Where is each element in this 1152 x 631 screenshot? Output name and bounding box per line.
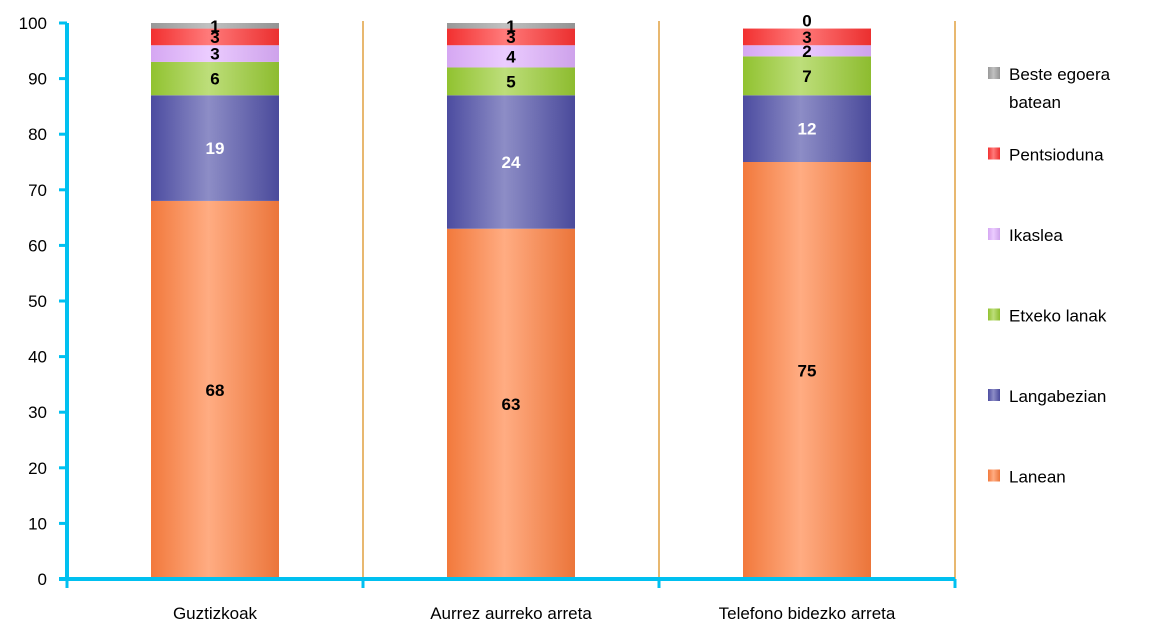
bar-ikaslea-aurrez-aurreko-arreta [447, 45, 575, 68]
data-label-langabezian-aurrez-aurreko-arreta: 24 [502, 153, 521, 172]
bar-etxeko-lanak-telefono-bidezko-arreta [743, 56, 871, 96]
legend-label-ikaslea: Ikaslea [1009, 226, 1063, 245]
bar-pentsioduna-guztizkoak [151, 28, 279, 46]
data-label-ikaslea-aurrez-aurreko-arreta: 4 [506, 47, 516, 66]
y-tick-label: 50 [28, 292, 47, 311]
bar-lanean-aurrez-aurreko-arreta [447, 228, 575, 579]
data-label-langabezian-telefono-bidezko-arreta: 12 [798, 120, 817, 139]
bar-etxeko-lanak-aurrez-aurreko-arreta [447, 67, 575, 96]
bar-langabezian-telefono-bidezko-arreta [743, 95, 871, 162]
legend-swatch-etxeko-lanak [988, 308, 1000, 321]
legend-swatch-langabezian [988, 389, 1000, 401]
y-tick-label: 80 [28, 125, 47, 144]
bar-ikaslea-guztizkoak [151, 45, 279, 62]
data-label-lanean-aurrez-aurreko-arreta: 63 [502, 395, 521, 414]
data-label-beste-egoera-batean-aurrez-aurreko-arreta: 1 [506, 17, 515, 36]
y-tick-label: 20 [28, 459, 47, 478]
y-tick-label: 30 [28, 403, 47, 422]
data-label-pentsioduna-telefono-bidezko-arreta: 3 [802, 28, 811, 47]
data-label-langabezian-guztizkoak: 19 [206, 139, 225, 158]
y-tick-label: 10 [28, 514, 47, 533]
bar-ikaslea-telefono-bidezko-arreta [743, 45, 871, 57]
x-tick-label-telefono-bidezko-arreta: Telefono bidezko arreta [719, 604, 896, 623]
y-tick-label: 100 [19, 14, 47, 33]
bar-lanean-telefono-bidezko-arreta [743, 162, 871, 579]
data-label-lanean-guztizkoak: 68 [206, 381, 225, 400]
data-label-pentsioduna-aurrez-aurreko-arreta: 3 [506, 28, 515, 47]
bar-langabezian-guztizkoak [151, 95, 279, 201]
bar-lanean-guztizkoak [151, 200, 279, 580]
legend-swatch-beste-egoera-batean [988, 67, 1000, 79]
data-label-etxeko-lanak-telefono-bidezko-arreta: 7 [802, 67, 811, 86]
x-tick-label-aurrez-aurreko-arreta: Aurrez aurreko arreta [430, 604, 592, 623]
y-tick-label: 90 [28, 70, 47, 89]
data-label-lanean-telefono-bidezko-arreta: 75 [798, 362, 817, 381]
data-label-ikaslea-telefono-bidezko-arreta: 2 [802, 42, 811, 61]
legend-swatch-pentsioduna [988, 147, 1000, 160]
legend: Beste egoera batean Pentsioduna Ikaslea Etxe… [988, 65, 1111, 487]
data-label-beste-egoera-batean-telefono-bidezko-arreta: 0 [802, 12, 811, 31]
data-label-beste-egoera-batean-guztizkoak: 1 [210, 17, 219, 36]
legend-label-pentsioduna: Pentsioduna [1009, 146, 1104, 165]
bar-pentsioduna-aurrez-aurreko-arreta [447, 28, 575, 46]
legend-label-beste-egoera-batean: Beste egoera batean [1009, 65, 1111, 112]
legend-label-etxeko-lanak: Etxeko lanak [1009, 307, 1107, 326]
data-label-etxeko-lanak-guztizkoak: 6 [210, 70, 219, 89]
bar-etxeko-lanak-guztizkoak [151, 61, 279, 96]
data-label-ikaslea-guztizkoak: 3 [210, 45, 219, 64]
category-separators [362, 21, 956, 579]
legend-swatch-lanean [988, 469, 1000, 482]
y-tick-label: 60 [28, 236, 47, 255]
bar-beste-egoera-batean-aurrez-aurreko-arreta [447, 23, 575, 29]
bar-beste-egoera-batean-guztizkoak [151, 23, 279, 29]
y-tick-label: 40 [28, 348, 47, 367]
data-label-etxeko-lanak-aurrez-aurreko-arreta: 5 [506, 72, 515, 91]
legend-label-lanean: Lanean [1009, 468, 1066, 487]
legend-label-langabezian: Langabezian [1009, 387, 1106, 406]
y-tick-label: 0 [38, 570, 47, 589]
data-label-pentsioduna-guztizkoak: 3 [210, 28, 219, 47]
bar-langabezian-aurrez-aurreko-arreta [447, 95, 575, 229]
bar-pentsioduna-telefono-bidezko-arreta [743, 28, 871, 46]
y-tick-label: 70 [28, 181, 47, 200]
x-tick-label-guztizkoak: Guztizkoak [173, 604, 258, 623]
legend-swatch-ikaslea [988, 228, 1000, 240]
